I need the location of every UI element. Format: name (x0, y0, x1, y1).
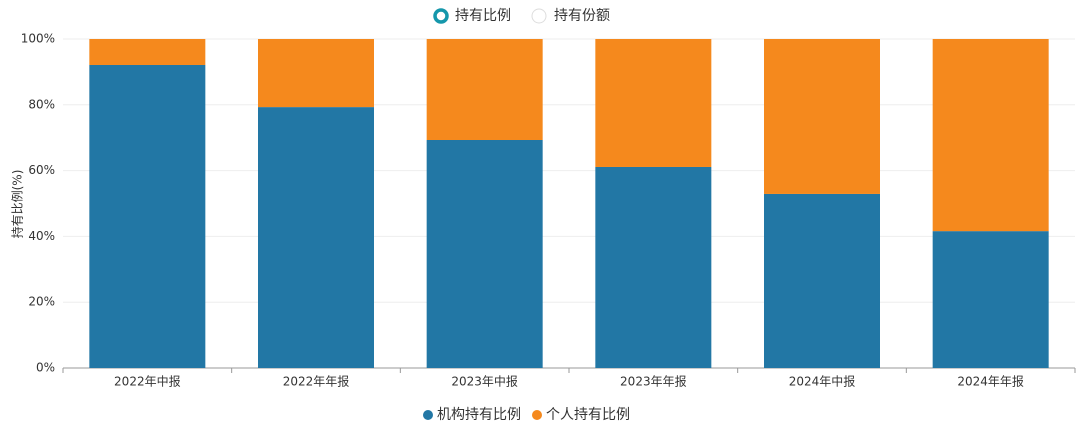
bar-segment (932, 39, 1049, 232)
toggle-0[interactable]: 持有比例 (433, 8, 511, 24)
y-tick-label: 100% (21, 32, 55, 46)
y-tick-label: 40% (28, 229, 55, 243)
bar-segment (932, 231, 1049, 368)
x-tick-label: 2022年年报 (283, 374, 350, 389)
radio[interactable] (531, 8, 547, 24)
legend-label: 个人持有比例 (546, 407, 630, 423)
x-tick-label: 2022年中报 (114, 374, 181, 389)
bar-segment (764, 193, 880, 368)
bar-segment (89, 64, 206, 368)
bar-segment (764, 39, 880, 194)
y-tick-label: 80% (28, 97, 55, 111)
y-tick-label: 20% (28, 295, 55, 309)
legend-marker (423, 410, 433, 420)
toggle-1[interactable]: 持有份额 (531, 8, 610, 24)
radio-selected[interactable] (433, 8, 449, 24)
bar-segment (258, 107, 374, 368)
y-tick-label: 0% (36, 361, 55, 375)
bar-segment (595, 166, 712, 368)
toggle-label[interactable]: 持有比例 (455, 8, 511, 24)
x-tick-label: 2024年年报 (957, 374, 1024, 389)
y-tick-label: 60% (28, 163, 55, 177)
bar-segment (426, 39, 543, 141)
legend-marker (532, 410, 542, 420)
toggle-label[interactable]: 持有份额 (554, 8, 610, 24)
y-axis-label: 持有比例(%) (10, 170, 25, 239)
x-tick-label: 2023年年报 (620, 374, 687, 389)
bar-segment (258, 39, 374, 108)
bar-segment (426, 140, 543, 368)
x-tick-label: 2023年中报 (451, 374, 518, 389)
bar-segment (89, 39, 206, 65)
x-tick-label: 2024年中报 (789, 374, 856, 389)
bar-segment (595, 39, 712, 167)
legend-label: 机构持有比例 (437, 407, 521, 423)
